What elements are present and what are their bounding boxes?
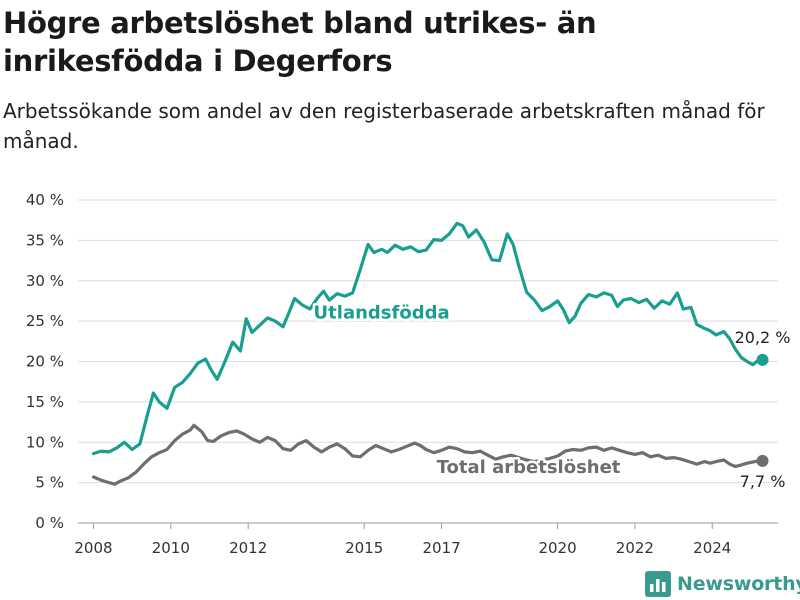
end-point-marker <box>756 353 769 366</box>
x-tick-label: 2022 <box>616 539 654 557</box>
y-tick-label: 30 % <box>26 272 64 290</box>
label-total-arbetsloshet: Total arbetslöshet <box>437 457 621 478</box>
x-tick-label: 2012 <box>229 539 267 557</box>
x-tick-label: 2024 <box>693 539 731 557</box>
end-value-label: 7,7 % <box>740 472 786 491</box>
y-tick-label: 5 % <box>35 474 64 492</box>
gridlines <box>78 199 778 524</box>
series-line-total <box>91 423 765 486</box>
brand-name: Newsworthy <box>677 573 800 595</box>
end-value-label: 20,2 % <box>735 328 791 347</box>
x-tick-label: 2017 <box>422 539 460 557</box>
y-tick-label: 35 % <box>26 231 64 249</box>
y-tick-label: 40 % <box>26 191 64 209</box>
series-line-utlandsfodda <box>91 221 765 456</box>
label-utlandsfodda: Utlandsfödda <box>314 303 450 324</box>
y-tick-label: 0 % <box>35 514 64 532</box>
y-tick-label: 15 % <box>26 393 64 411</box>
chart-title: Högre arbetslöshet bland utrikes- än inr… <box>3 6 597 78</box>
x-axis: 2008 2010 2012 2015 2017 2020 2022 2024 <box>74 523 731 557</box>
end-point-marker <box>756 454 769 467</box>
bar-chart-logo-icon <box>645 571 671 597</box>
chart-subtitle: Arbetssökande som andel av den registerb… <box>3 99 765 153</box>
newsworthy-logo: Newsworthy <box>645 568 800 600</box>
y-tick-label: 20 % <box>26 353 64 371</box>
x-tick-label: 2015 <box>345 539 383 557</box>
y-tick-label: 10 % <box>26 433 64 451</box>
x-tick-label: 2008 <box>74 539 112 557</box>
x-tick-label: 2020 <box>538 539 576 557</box>
series-labels: 20,2 % 7,7 % Utlandsfödda Total arbetslöshe… <box>311 300 791 491</box>
y-tick-label: 25 % <box>26 312 64 330</box>
series-lines <box>91 221 769 486</box>
x-tick-label: 2010 <box>152 539 190 557</box>
y-axis-tick-labels: 0 % 5 % 10 % 15 % 20 % 25 % 30 % 35 % 40 % <box>26 191 64 532</box>
